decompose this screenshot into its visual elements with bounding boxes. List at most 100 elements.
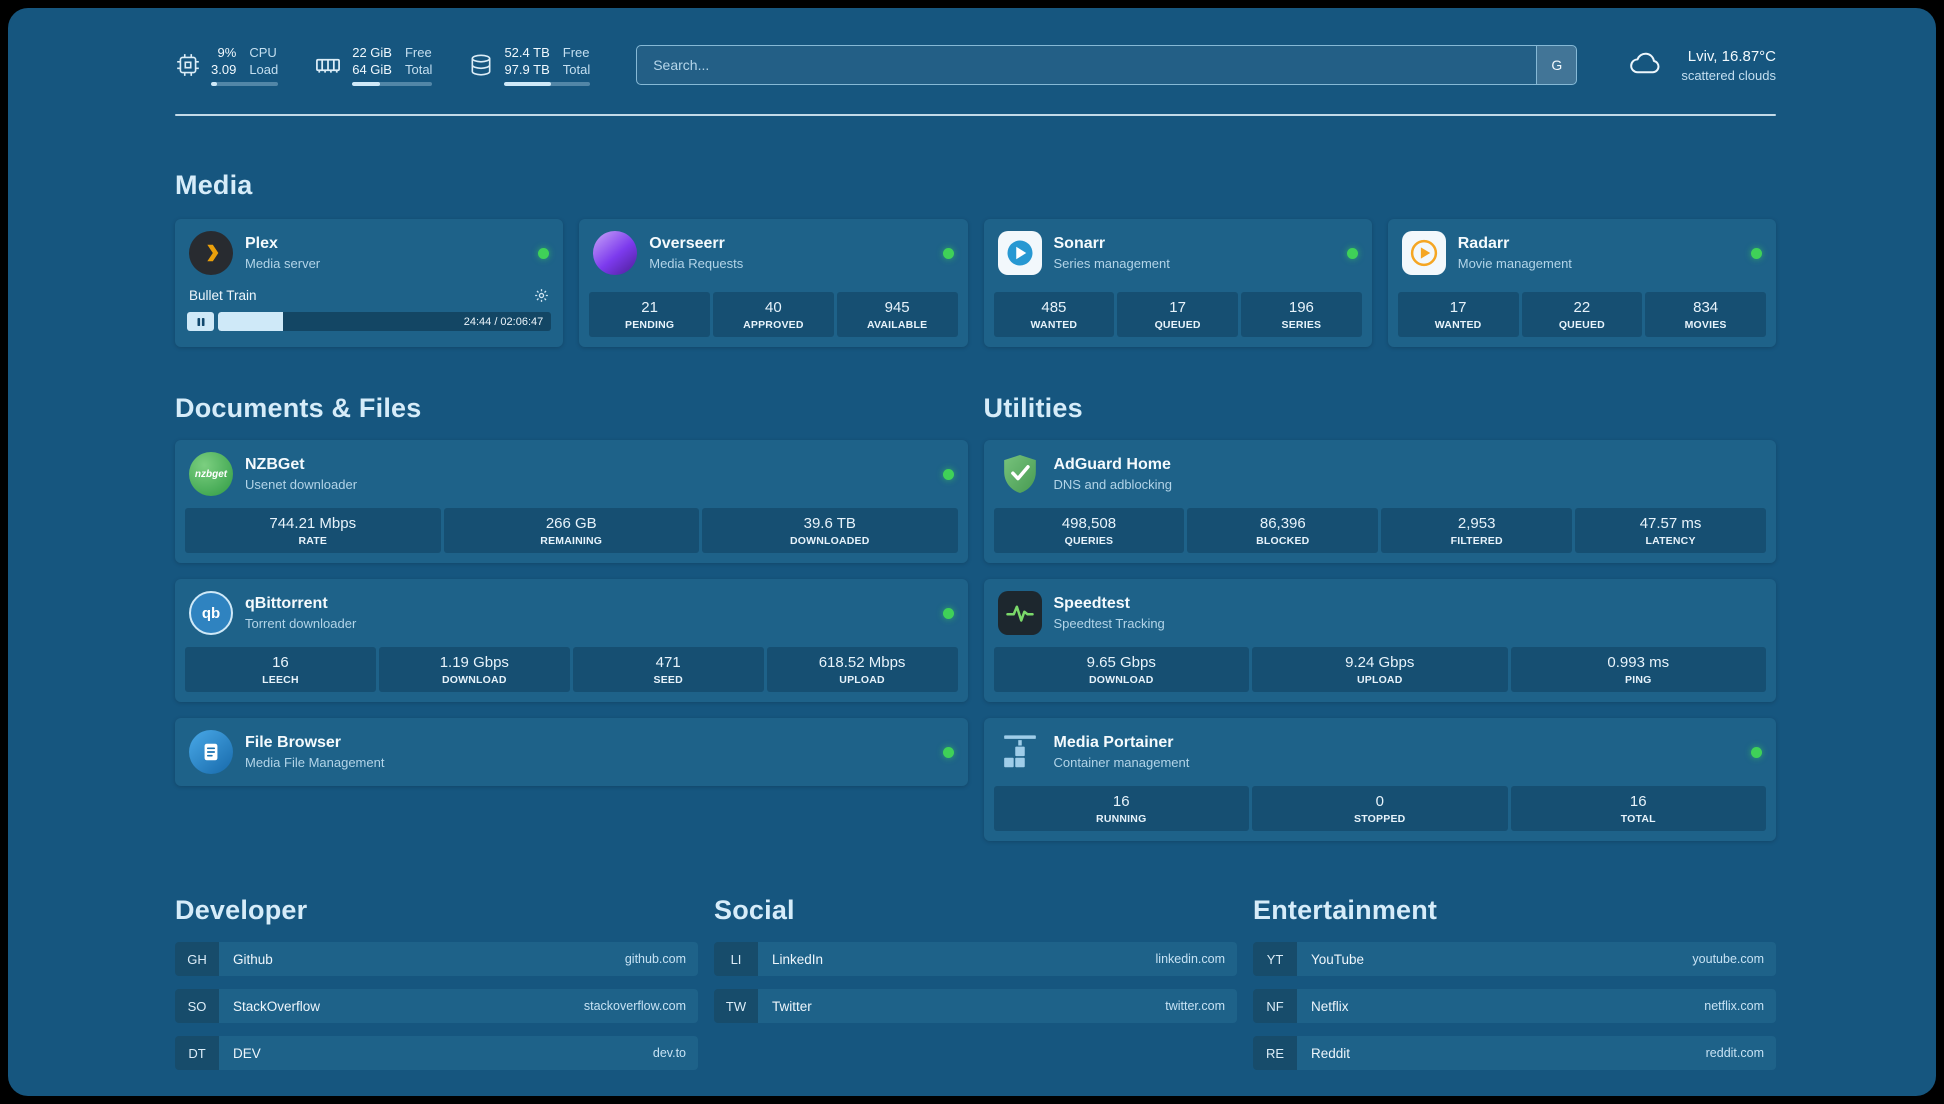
sonarr-stats: 485 WANTED 17 QUEUED 196 SERIES xyxy=(993,292,1362,337)
app-card-adguard[interactable]: AdGuard Home DNS and adblocking 498,508 … xyxy=(983,440,1776,563)
qb-icon-text: qb xyxy=(201,604,221,622)
bookmark-url: youtube.com xyxy=(1692,952,1764,966)
bookmark-stackoverflow[interactable]: SO StackOverflow stackoverflow.com xyxy=(175,989,698,1023)
cpu-load-label: Load xyxy=(249,62,279,77)
cpu-load-value: 3.09 xyxy=(211,62,237,77)
nzbget-stats: 744.21 Mbps RATE 266 GB REMAINING 39.6 T… xyxy=(185,508,958,553)
portainer-stats: 16 RUNNING 0 STOPPED 16 TOTAL xyxy=(993,786,1766,831)
bookmark-url: stackoverflow.com xyxy=(583,999,686,1013)
status-dot xyxy=(1346,247,1358,259)
app-card-portainer[interactable]: Media Portainer Container management 16 … xyxy=(983,718,1776,841)
section-title-developer: Developer xyxy=(175,895,308,925)
section-title-entertainment: Entertainment xyxy=(1253,895,1438,925)
ram-progress-fill xyxy=(352,82,380,86)
gear-icon[interactable] xyxy=(534,288,549,303)
app-desc: Media server xyxy=(245,256,321,271)
section-title-documents: Documents & Files xyxy=(175,393,422,423)
stat-upload: 618.52 Mbps UPLOAD xyxy=(766,647,958,692)
app-card-radarr[interactable]: Radarr Movie management 17 WANTED 22 QUE… xyxy=(1387,219,1776,347)
app-desc: Container management xyxy=(1053,755,1190,770)
documents-column: Documents & Files nzbget NZBGet Usenet d… xyxy=(175,393,968,786)
bookmark-github[interactable]: GH Github github.com xyxy=(175,942,698,976)
bookmark-abbr: NF xyxy=(1253,989,1297,1023)
disk-free-value: 52.4 TB xyxy=(504,45,550,60)
app-desc: Usenet downloader xyxy=(245,477,358,492)
app-name: Radarr xyxy=(1457,235,1510,252)
bookmark-url: github.com xyxy=(624,952,686,966)
app-desc: Movie management xyxy=(1457,256,1572,271)
media-grid: Plex Media server Bullet Train xyxy=(175,219,1776,347)
bookmark-name: DEV xyxy=(233,1045,261,1061)
stat-wanted: 17 WANTED xyxy=(1397,292,1519,337)
bookmark-url: dev.to xyxy=(652,1046,686,1060)
bookmark-youtube[interactable]: YT YouTube youtube.com xyxy=(1253,942,1776,976)
app-desc: Speedtest Tracking xyxy=(1053,616,1165,631)
ram-total-value: 64 GiB xyxy=(352,62,392,77)
app-name: NZBGet xyxy=(245,456,305,473)
app-card-speedtest[interactable]: Speedtest Speedtest Tracking 9.65 Gbps D… xyxy=(983,579,1776,702)
bookmark-abbr: YT xyxy=(1253,942,1297,976)
qbittorrent-stats: 16 LEECH 1.19 Gbps DOWNLOAD 471 SEED 618… xyxy=(185,647,958,692)
app-card-qbittorrent[interactable]: qb qBittorrent Torrent downloader 16 LEE… xyxy=(175,579,968,702)
now-playing-title: Bullet Train xyxy=(189,288,257,303)
disk-readout: 52.4 TB 97.9 TB Free Total xyxy=(504,44,591,86)
app-card-nzbget[interactable]: nzbget NZBGet Usenet downloader 744.21 M… xyxy=(175,440,968,563)
stat-running: 16 RUNNING xyxy=(993,786,1249,831)
seek-bar[interactable]: 24:44 / 02:06:47 xyxy=(218,312,552,331)
bookmark-twitter[interactable]: TW Twitter twitter.com xyxy=(714,989,1237,1023)
app-card-filebrowser[interactable]: File Browser Media File Management xyxy=(175,718,968,786)
bookmark-abbr: TW xyxy=(714,989,758,1023)
bookmark-netflix[interactable]: NF Netflix netflix.com xyxy=(1253,989,1776,1023)
seek-fill xyxy=(218,312,283,331)
stat-approved: 40 APPROVED xyxy=(713,292,834,337)
overseerr-stats: 21 PENDING 40 APPROVED 945 AVAILABLE xyxy=(589,292,958,337)
stat-series: 196 SERIES xyxy=(1241,292,1362,337)
status-dot xyxy=(538,247,550,259)
search-input[interactable] xyxy=(637,46,1537,84)
overseerr-icon xyxy=(593,231,638,275)
bookmark-linkedin[interactable]: LI LinkedIn linkedin.com xyxy=(714,942,1237,976)
bookmark-dev[interactable]: DT DEV dev.to xyxy=(175,1036,698,1070)
shield-check-icon xyxy=(998,452,1042,496)
pause-button[interactable] xyxy=(187,312,214,331)
cpu-label: CPU xyxy=(249,45,277,60)
ram-free-value: 22 GiB xyxy=(352,45,392,60)
entertainment-bookmarks: Entertainment YT YouTube youtube.com NF … xyxy=(1253,895,1776,1070)
utilities-column: Utilities AdGuard Home DNS and adblockin… xyxy=(983,393,1776,841)
app-name: Sonarr xyxy=(1053,235,1106,252)
stat-downloaded: 39.6 TB DOWNLOADED xyxy=(702,508,958,553)
stat-leech: 16 LEECH xyxy=(185,647,376,692)
adguard-stats: 498,508 QUERIES 86,396 BLOCKED 2,953 FIL… xyxy=(993,508,1766,553)
plex-player: 24:44 / 02:06:47 xyxy=(187,312,552,331)
app-name: Media Portainer xyxy=(1053,734,1174,751)
app-card-plex[interactable]: Plex Media server Bullet Train xyxy=(175,219,564,347)
section-title-media: Media xyxy=(175,170,253,200)
bookmark-url: linkedin.com xyxy=(1155,952,1225,966)
stat-blocked: 86,396 BLOCKED xyxy=(1187,508,1379,553)
app-desc: Media File Management xyxy=(245,755,385,770)
stat-rate: 744.21 Mbps RATE xyxy=(185,508,441,553)
app-card-sonarr[interactable]: Sonarr Series management 485 WANTED 17 Q… xyxy=(983,219,1372,347)
bookmark-abbr: SO xyxy=(175,989,219,1023)
app-desc: Media Requests xyxy=(649,256,744,271)
bookmark-reddit[interactable]: RE Reddit reddit.com xyxy=(1253,1036,1776,1070)
bookmark-name: Github xyxy=(233,951,273,967)
bookmark-abbr: GH xyxy=(175,942,219,976)
weather-location: Lviv, 16.87°C xyxy=(1687,47,1776,65)
bookmark-abbr: DT xyxy=(175,1036,219,1070)
playback-time: 24:44 / 02:06:47 xyxy=(463,315,544,328)
app-card-overseerr[interactable]: Overseerr Media Requests 21 PENDING 40 A… xyxy=(579,219,968,347)
cpu-icon xyxy=(175,52,201,78)
speedtest-stats: 9.65 Gbps DOWNLOAD 9.24 Gbps UPLOAD 0.99… xyxy=(993,647,1766,692)
stat-movies: 834 MOVIES xyxy=(1645,292,1766,337)
cpu-percent: 9% xyxy=(217,45,237,60)
bookmark-name: Netflix xyxy=(1311,998,1349,1014)
app-desc: DNS and adblocking xyxy=(1053,477,1173,492)
pulse-icon xyxy=(997,591,1042,635)
topbar-divider xyxy=(175,114,1776,116)
stat-remaining: 266 GB REMAINING xyxy=(443,508,699,553)
stat-queued: 17 QUEUED xyxy=(1117,292,1238,337)
search-engine-button[interactable]: G xyxy=(1536,46,1577,84)
system-stats: 9% 3.09 CPU Load xyxy=(175,44,591,86)
disk-total-label: Total xyxy=(562,62,591,77)
